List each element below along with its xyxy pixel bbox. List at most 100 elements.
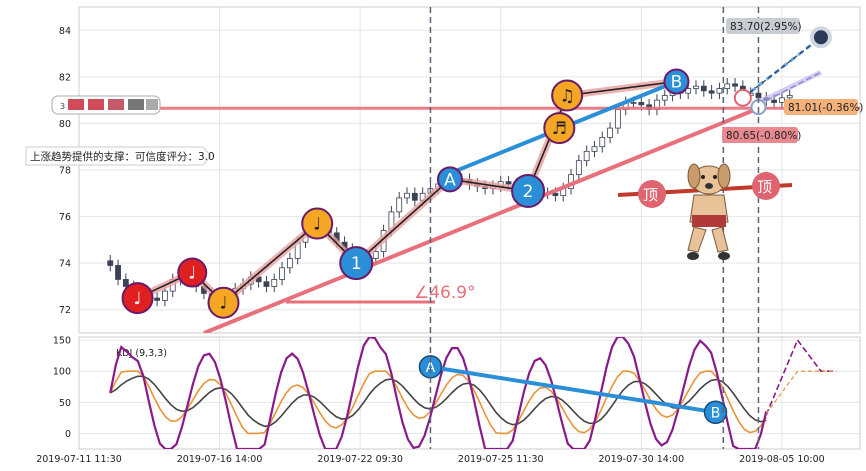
- candle-body-80: [732, 83, 738, 87]
- candle-body-37: [396, 197, 403, 213]
- candle-body-6: [154, 297, 161, 301]
- candle-body-7: [162, 290, 168, 301]
- candle-body-78: [716, 88, 723, 94]
- x-axis: 2019-07-11 11:30 2019-07-16 14:00 2019-07-…: [36, 454, 825, 465]
- wave-marker-9: B: [663, 68, 690, 95]
- trend-overlays: [136, 36, 860, 333]
- wave-marker-label-7: ♬: [552, 119, 567, 139]
- kdj-y-tick-150: 150: [53, 336, 71, 347]
- svg-text:80.65(-0.80%): 80.65(-0.80%): [726, 130, 801, 142]
- wave-marker-circle-0: [121, 282, 154, 315]
- candle-body-21: [271, 279, 278, 287]
- candle-body-77: [708, 90, 715, 94]
- top-label-right: 顶: [757, 178, 772, 196]
- kdj-k-line: [109, 370, 767, 435]
- wave-marker-3: ♩: [301, 207, 334, 240]
- kdj-d-line: [109, 375, 767, 428]
- wave-marker-circle-7: [543, 112, 576, 145]
- price-y-tick-84: 84: [59, 26, 71, 37]
- candle-body-1: [115, 265, 121, 280]
- wave-marker-circle-2: [207, 286, 240, 319]
- svg-text:81.01(-0.36%): 81.01(-0.36%): [788, 102, 863, 114]
- candle-body-71: [661, 95, 668, 101]
- kdj-panel-frame: [78, 336, 861, 450]
- candle-body-67: [630, 102, 637, 104]
- price-y-tick-76: 76: [59, 212, 71, 223]
- candle-body-87: [786, 95, 793, 99]
- kdj-series: [109, 337, 837, 449]
- kdj-k-projection: [765, 370, 837, 414]
- top-label-left: 顶: [643, 186, 658, 204]
- wave-marker-label-8: ♫: [560, 86, 575, 106]
- wave-marker-label-6: 2: [523, 182, 534, 202]
- wave-marker-label-0: ♩: [134, 289, 142, 309]
- candle-body-57: [552, 192, 559, 197]
- alt-projection-band: [757, 69, 823, 105]
- candle-body-20: [263, 281, 270, 287]
- vertical-markers: [429, 7, 760, 449]
- x-tick-label-4: 2019-07-30 14:00: [599, 454, 685, 465]
- price-y-tick-74: 74: [59, 259, 71, 270]
- kdj-j-line: [109, 337, 768, 449]
- kdj-grid: [78, 337, 860, 449]
- wave-marker-label-1: ♩: [188, 263, 196, 283]
- wave-marker-circle-8: [551, 79, 584, 112]
- candle-body-60: [575, 160, 582, 176]
- wave-marker-circle-4: [339, 246, 374, 281]
- price-y-tick-82: 82: [59, 72, 71, 83]
- price-y-tick-72: 72: [59, 305, 71, 316]
- candle-body-68: [638, 102, 645, 106]
- wave-marker-0: ♩: [121, 282, 154, 315]
- kdj-divergence-circle-1: [703, 400, 728, 425]
- x-tick-label-3: 2019-07-25 11:30: [458, 454, 544, 465]
- svg-text:3: 3: [60, 102, 65, 111]
- wave-marker-label-2: ♩: [219, 294, 227, 314]
- wave-marker-circle-6: [511, 173, 546, 208]
- support-annotation: 上涨趋势提供的支撑：可信度评分：3.0: [25, 146, 215, 166]
- wave-marker-label-9: B: [671, 73, 683, 93]
- target-price-badge: 83.70(2.95%): [726, 18, 802, 34]
- candle-body-63: [599, 136, 606, 148]
- candle-body-38: [404, 192, 410, 199]
- wave-marker-6: 2: [511, 173, 546, 208]
- wave-marker-5: A: [436, 166, 463, 193]
- candle-body-0: [107, 260, 114, 266]
- candle-body-34: [372, 251, 379, 259]
- candle-body-79: [724, 83, 731, 89]
- candle-body-65: [614, 109, 621, 129]
- candle-body-39: [411, 192, 418, 201]
- kdj-title: KDJ (9,3,3): [116, 348, 167, 359]
- kdj-divergence-line: [430, 364, 716, 415]
- kdj-y-tick-50: 50: [59, 398, 71, 409]
- support-price-badge: 80.65(-0.80%): [722, 127, 801, 143]
- trend-angle-label: ∠46.9°: [414, 283, 476, 303]
- candle-body-22: [279, 267, 285, 280]
- price-y-tick-80: 80: [59, 119, 71, 130]
- support-annotation-text: 上涨趋势提供的支撑：可信度评分：3.0: [30, 150, 215, 163]
- kdj-divergence-marker-1: B: [703, 400, 728, 425]
- kdj-divergence-label-1: B: [711, 405, 721, 421]
- wave-marker-label-5: A: [444, 170, 456, 190]
- current-price-badge: 81.01(-0.36%): [784, 99, 863, 115]
- wave-markers: ♩ ♩ ♩ ♩ 1 A 2 ♬ ♫ B: [121, 26, 832, 319]
- wave-marker-1: ♩: [177, 257, 208, 288]
- kdj-j-projection: [765, 338, 837, 416]
- candle-body-2: [122, 279, 129, 287]
- target-projection-core: [742, 36, 822, 99]
- wave-marker-circle-1: [177, 257, 208, 288]
- x-tick-label-1: 2019-07-16 14:00: [177, 454, 263, 465]
- candle-body-75: [693, 85, 699, 89]
- price-y-tick-78: 78: [59, 166, 71, 177]
- x-tick-label-0: 2019-07-11 11:30: [36, 454, 122, 465]
- kdj-y-tick-0: 0: [65, 429, 71, 440]
- target-point: [809, 26, 832, 49]
- x-tick-label-5: 2019-08-05 10:00: [739, 454, 825, 465]
- candle-body-62: [591, 146, 598, 152]
- candle-body-51: [505, 181, 512, 185]
- x-tick-label-2: 2019-07-22 09:30: [317, 454, 403, 465]
- price-panel-frame: [78, 6, 861, 334]
- candle-body-85: [771, 99, 777, 103]
- svg-text:83.70(2.95%): 83.70(2.95%): [730, 21, 802, 33]
- wave-marker-circle-5: [436, 166, 463, 193]
